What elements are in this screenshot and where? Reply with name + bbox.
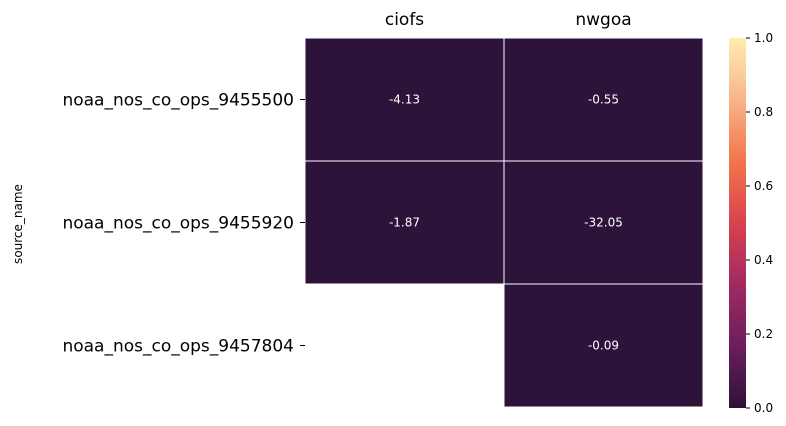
row-labels: noaa_nos_co_ops_9455500 noaa_nos_co_ops_9… <box>62 91 305 357</box>
heatmap-cell <box>304 160 505 285</box>
colorbar-tick-label: 0.0 <box>754 401 773 415</box>
heatmap-cell <box>304 37 505 162</box>
cell-value-label: -0.55 <box>588 93 619 107</box>
heatmap-cell <box>503 37 704 162</box>
row-label: noaa_nos_co_ops_9457804 <box>62 337 294 357</box>
colorbar-tick-label: 0.4 <box>754 253 773 267</box>
cell-value-label: -4.13 <box>389 93 420 107</box>
colorbar: 0.0 0.2 0.4 0.6 0.8 1.0 <box>729 31 773 415</box>
colorbar-gradient <box>729 38 746 408</box>
cell-value-label: -0.09 <box>588 339 619 353</box>
heatmap-cells: -4.13 -0.55 -1.87 -32.05 -0.09 <box>304 37 704 408</box>
colorbar-tick-label: 0.2 <box>754 327 773 341</box>
cell-value-label: -32.05 <box>584 216 623 230</box>
colorbar-tick-label: 1.0 <box>754 31 773 45</box>
cell-value-label: -1.87 <box>389 216 420 230</box>
row-label: noaa_nos_co_ops_9455920 <box>62 214 294 234</box>
colorbar-tick-label: 0.6 <box>754 179 773 193</box>
heatmap-cell <box>503 283 704 408</box>
column-label-ciofs: ciofs <box>385 10 424 30</box>
column-labels: ciofs nwgoa <box>385 10 632 30</box>
colorbar-tick-label: 0.8 <box>754 105 773 119</box>
row-label: noaa_nos_co_ops_9455500 <box>62 91 294 111</box>
heatmap-cell <box>503 160 704 285</box>
y-axis-label: source_name <box>11 184 25 264</box>
column-label-nwgoa: nwgoa <box>575 10 631 30</box>
